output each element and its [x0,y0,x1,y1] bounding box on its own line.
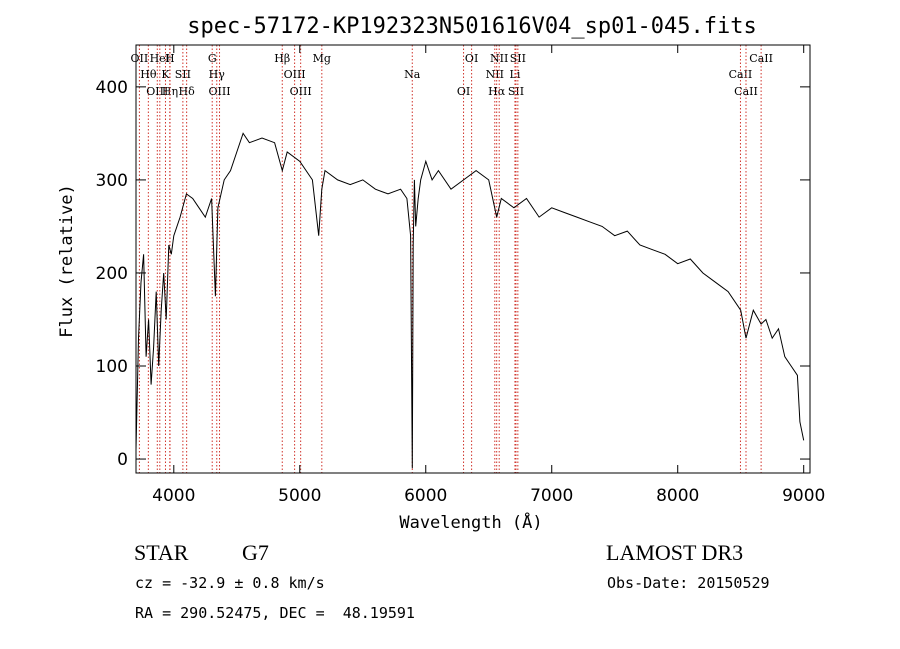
line-label: Hγ [209,68,226,81]
y-tick-label: 400 [96,78,128,98]
spectrum-series [135,132,805,469]
y-tick-label: 300 [96,171,128,191]
line-label: NII [490,52,508,65]
line-label: Hα [488,85,506,98]
line-label: OII [131,52,149,65]
x-tick-label: 9000 [782,486,825,506]
survey-name: LAMOST DR3 [606,540,744,565]
chart-title: spec-57172-KP192323N501616V04_sp01-045.f… [187,14,757,39]
line-label: OIII [290,85,312,98]
y-tick-label: 0 [117,450,128,470]
line-label: OI [465,52,478,65]
line-label: CaII [749,52,773,65]
line-label: HeI [150,52,170,65]
line-label: OIII [146,85,168,98]
y-axis: 0 100 200 300 400 [96,78,810,470]
line-label: Na [404,68,421,81]
spectral-line-markers: OIIHθOIIIHeIKHηHSIIHδGHγOIIIHβOIIIOIIIMg… [131,45,773,473]
line-label: NII [486,68,504,81]
x-axis: 4000 5000 6000 7000 8000 9000 [152,45,825,506]
line-label: OIII [284,68,306,81]
line-label: K [161,68,170,81]
x-tick-label: 8000 [656,486,699,506]
x-tick-label: 7000 [530,486,573,506]
line-label: Mg [313,52,331,65]
object-class: STAR [134,540,189,565]
subclass: G7 [242,540,269,565]
line-label: G [208,52,217,65]
coordinates: RA = 290.52475, DEC = 48.19591 [135,604,415,622]
line-label: Hθ [140,68,157,81]
y-axis-label: Flux (relative) [57,184,77,338]
line-label: Hβ [274,52,290,65]
line-label: SII [175,68,191,81]
line-label: CaII [729,68,753,81]
y-tick-label: 200 [96,264,128,284]
line-label: CaII [734,85,758,98]
y-tick-label: 100 [96,357,128,377]
line-label: SII [508,85,524,98]
x-tick-label: 5000 [278,486,321,506]
line-label: OI [457,85,470,98]
obs-date: Obs-Date: 20150529 [607,574,770,592]
spectrum-line [135,132,805,469]
x-tick-label: 6000 [404,486,447,506]
redshift-cz: cz = -32.9 ± 0.8 km/s [135,574,325,592]
line-label: Hδ [179,85,196,98]
x-tick-label: 4000 [152,486,195,506]
line-label: OIII [208,85,230,98]
plot-frame [135,44,811,474]
line-label: H [165,52,175,65]
line-label: Li [510,68,521,81]
line-label: SII [510,52,526,65]
x-axis-label: Wavelength (Å) [399,511,542,533]
